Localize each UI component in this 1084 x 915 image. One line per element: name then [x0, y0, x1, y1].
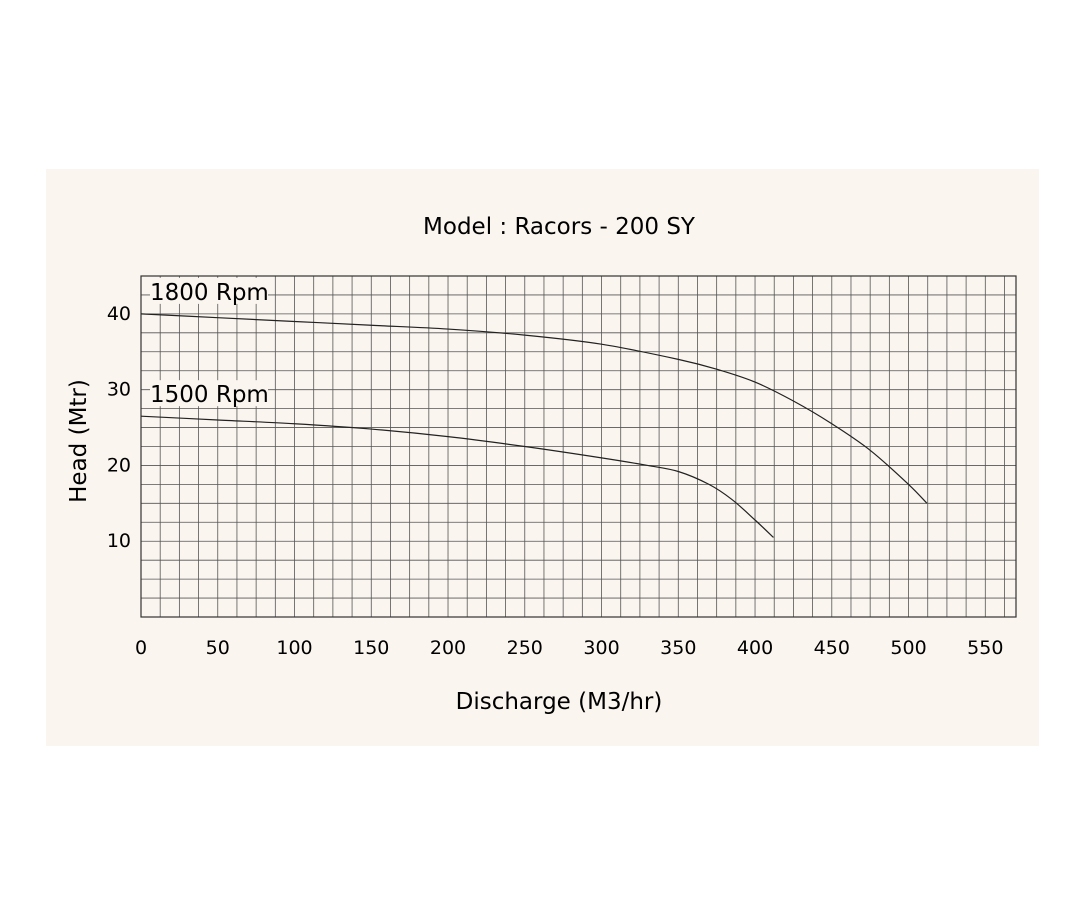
y-tick-label: 40: [107, 303, 131, 325]
series-label-background: [150, 380, 268, 407]
x-tick-label: 250: [507, 637, 543, 659]
series-labels: 1800 Rpm 1500 Rpm: [150, 277, 269, 408]
y-tick-label: 30: [107, 379, 131, 401]
x-tick-label: 350: [660, 637, 696, 659]
series-label-1800-rpm: 1800 Rpm: [150, 280, 269, 306]
x-axis-ticks: 0 50 100 150 200 250 300 350 400 450 500 550: [135, 637, 1003, 659]
series-line-1500-rpm: [140, 415, 774, 538]
x-tick-label: 150: [353, 637, 389, 659]
y-tick-label: 10: [107, 530, 131, 552]
chart-title: Model : Racors - 200 SY: [423, 214, 696, 240]
x-tick-label: 400: [737, 637, 773, 659]
y-axis-ticks: 10 20 30 40: [107, 303, 131, 552]
curves: [140, 313, 928, 538]
x-tick-label: 0: [135, 637, 147, 659]
plot-grid: [140, 275, 1017, 618]
x-tick-label: 500: [890, 637, 926, 659]
x-tick-label: 200: [430, 637, 466, 659]
series-label-background: [150, 277, 268, 304]
series-label-1500-rpm: 1500 Rpm: [150, 382, 269, 408]
series-line-1800-rpm: [140, 313, 928, 504]
pump-performance-chart: Model : Racors - 200 SY 1800 Rpm 1500 Rpm…: [66, 214, 1017, 715]
y-axis-label: Head (Mtr): [66, 379, 92, 503]
x-tick-label: 300: [583, 637, 619, 659]
x-tick-label: 100: [276, 637, 312, 659]
plot-frame: [140, 275, 1017, 618]
x-tick-label: 50: [206, 637, 230, 659]
x-tick-label: 550: [967, 637, 1003, 659]
x-tick-label: 450: [814, 637, 850, 659]
x-axis-label: Discharge (M3/hr): [456, 689, 663, 715]
y-tick-label: 20: [107, 454, 131, 476]
chart-panel: Model : Racors - 200 SY 1800 Rpm 1500 Rpm…: [46, 169, 1039, 746]
